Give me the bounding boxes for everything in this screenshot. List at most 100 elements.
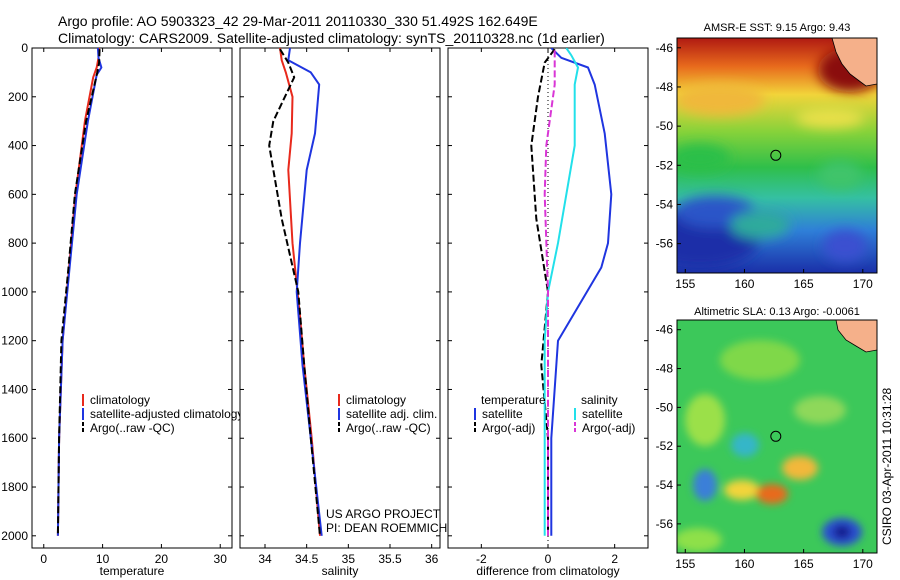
salinity-series bbox=[268, 48, 323, 536]
depth-tick-label: 1600 bbox=[1, 431, 28, 445]
series-line-satellite-adj-clim bbox=[287, 48, 323, 536]
longitude-tick-label: 160 bbox=[734, 557, 754, 571]
x-tick-label: 0 bbox=[545, 552, 552, 566]
latitude-tick-label: -48 bbox=[656, 80, 674, 94]
x-tick-label: 34.5 bbox=[295, 552, 319, 566]
longitude-tick-label: 165 bbox=[794, 277, 814, 291]
land-mass bbox=[835, 320, 877, 353]
sst-map-ticks: 155 160 165 170 -46 -48 -50 -52 -54 -56 bbox=[656, 41, 873, 291]
x-tick-label: 30 bbox=[214, 552, 228, 566]
temperature-panel: 0 200 400 600 800 1000 1200 1400 1600 1800 2000 0 1… bbox=[1, 41, 243, 578]
sla-map-title: Altimetric SLA: 0.13 Argo: -0.0061 bbox=[694, 306, 860, 318]
series-line-argo-adj bbox=[543, 50, 556, 536]
depth-tick-label: 1200 bbox=[1, 334, 28, 348]
salinity-depth-ticks bbox=[240, 47, 440, 537]
salinity-plot-frame bbox=[239, 47, 441, 549]
depth-tick-label: 800 bbox=[8, 236, 28, 250]
temperature-plot-frame bbox=[31, 47, 233, 549]
latitude-tick-label: -54 bbox=[656, 197, 674, 211]
latitude-tick-label: -50 bbox=[656, 400, 674, 414]
temperature-legend: climatology satellite-adjusted climatolo… bbox=[82, 393, 243, 435]
latitude-tick-label: -46 bbox=[656, 41, 674, 55]
argo-float-marker bbox=[770, 149, 782, 161]
land-mass bbox=[831, 38, 877, 87]
x-tick-label: -2 bbox=[476, 552, 487, 566]
sla-map-frame bbox=[676, 319, 878, 554]
temperature-x-label: temperature bbox=[100, 564, 165, 578]
figure-title-line-2: Climatology: CARS2009. Satellite-adjuste… bbox=[58, 30, 605, 46]
difference-series bbox=[530, 48, 613, 548]
difference-depth-ticks bbox=[448, 47, 648, 537]
pi-credit: PI: DEAN ROEMMICH bbox=[326, 521, 447, 535]
series-line-argo-adj bbox=[530, 48, 556, 536]
depth-tick-label: 0 bbox=[21, 41, 28, 55]
depth-tick-label: 1400 bbox=[1, 382, 28, 396]
argo-float-marker bbox=[770, 430, 782, 442]
latitude-tick-label: -52 bbox=[656, 158, 674, 172]
latitude-tick-label: -56 bbox=[656, 517, 674, 531]
legend-label-climatology: climatology bbox=[346, 393, 406, 407]
x-tick-label: 35.5 bbox=[378, 552, 402, 566]
temperature-depth-ticks: 0 200 400 600 800 1000 1200 1400 1600 1800 2000 bbox=[1, 41, 232, 543]
sst-field bbox=[677, 38, 877, 273]
x-tick-label: 20 bbox=[155, 552, 169, 566]
depth-tick-label: 600 bbox=[8, 187, 28, 201]
figure-title-line-1: Argo profile: AO 5903323_42 29-Mar-2011 … bbox=[58, 13, 538, 29]
difference-panel: -2 0 2 difference from climatology tempera… bbox=[447, 47, 649, 578]
sla-map-ticks: 155 160 165 170 -46 -48 -50 -52 -54 -56 bbox=[656, 323, 873, 571]
x-tick-label: 35 bbox=[342, 552, 356, 566]
legend-heading-salinity: salinity bbox=[581, 393, 618, 407]
longitude-tick-label: 160 bbox=[734, 277, 754, 291]
longitude-tick-label: 170 bbox=[853, 557, 873, 571]
latitude-tick-label: -54 bbox=[656, 478, 674, 492]
salinity-panel: 34 34.5 35 35.5 36 salinity climatology sate… bbox=[239, 47, 447, 578]
legend-heading-temperature: temperature bbox=[481, 393, 546, 407]
legend-label-salinity-satellite: satellite bbox=[582, 407, 623, 421]
temperature-x-ticks: 0 10 20 30 bbox=[40, 48, 227, 566]
depth-tick-label: 1000 bbox=[1, 285, 28, 299]
x-tick-label: 34 bbox=[258, 552, 272, 566]
legend-label-salinity-argo: Argo(-adj) bbox=[582, 421, 635, 435]
legend-label-argo: Argo(..raw -QC) bbox=[90, 421, 175, 435]
latitude-tick-label: -50 bbox=[656, 119, 674, 133]
legend-label-argo: Argo(..raw -QC) bbox=[346, 421, 431, 435]
longitude-tick-label: 165 bbox=[794, 557, 814, 571]
depth-tick-label: 400 bbox=[8, 139, 28, 153]
temperature-series bbox=[56, 48, 103, 536]
x-tick-label: 10 bbox=[96, 552, 110, 566]
depth-tick-label: 1800 bbox=[1, 480, 28, 494]
sst-map-frame bbox=[676, 37, 878, 274]
legend-label-climatology: climatology bbox=[90, 393, 150, 407]
sst-map-panel: AMSR-E SST: 9.15 Argo: 9.43 155 160 165 170… bbox=[656, 22, 878, 291]
legend-label-satellite: satellite adj. clim. bbox=[346, 407, 437, 421]
x-tick-label: 2 bbox=[611, 552, 618, 566]
salinity-legend: climatology satellite adj. clim. Argo(..… bbox=[338, 393, 437, 435]
x-tick-label: 36 bbox=[425, 552, 439, 566]
legend-label-temperature-argo: Argo(-adj) bbox=[482, 421, 535, 435]
depth-tick-label: 2000 bbox=[1, 529, 28, 543]
series-line-satellite bbox=[543, 48, 579, 536]
project-credit: US ARGO PROJECT bbox=[326, 507, 441, 521]
latitude-tick-label: -52 bbox=[656, 439, 674, 453]
latitude-tick-label: -48 bbox=[656, 362, 674, 376]
legend-label-satellite: satellite-adjusted climatology bbox=[90, 407, 243, 421]
salinity-x-label: salinity bbox=[322, 564, 359, 578]
sla-map-panel: Altimetric SLA: 0.13 Argo: -0.0061 155 16… bbox=[656, 306, 878, 571]
sst-map-title: AMSR-E SST: 9.15 Argo: 9.43 bbox=[704, 22, 851, 34]
longitude-tick-label: 155 bbox=[675, 277, 695, 291]
latitude-tick-label: -46 bbox=[656, 323, 674, 337]
series-line-argo-raw-qc bbox=[56, 49, 101, 536]
depth-tick-label: 200 bbox=[8, 90, 28, 104]
longitude-tick-label: 155 bbox=[675, 557, 695, 571]
series-line-satellite bbox=[550, 48, 613, 536]
sla-field bbox=[677, 320, 877, 553]
latitude-tick-label: -56 bbox=[656, 237, 674, 251]
difference-x-label: difference from climatology bbox=[476, 564, 619, 578]
series-line-argo-raw-qc bbox=[268, 48, 321, 536]
x-tick-label: 0 bbox=[40, 552, 47, 566]
salinity-x-ticks: 34 34.5 35 35.5 36 bbox=[258, 48, 439, 566]
longitude-tick-label: 170 bbox=[853, 277, 873, 291]
difference-legend: temperature satellite Argo(-adj) salinit… bbox=[474, 393, 635, 435]
legend-label-temperature-satellite: satellite bbox=[482, 407, 523, 421]
